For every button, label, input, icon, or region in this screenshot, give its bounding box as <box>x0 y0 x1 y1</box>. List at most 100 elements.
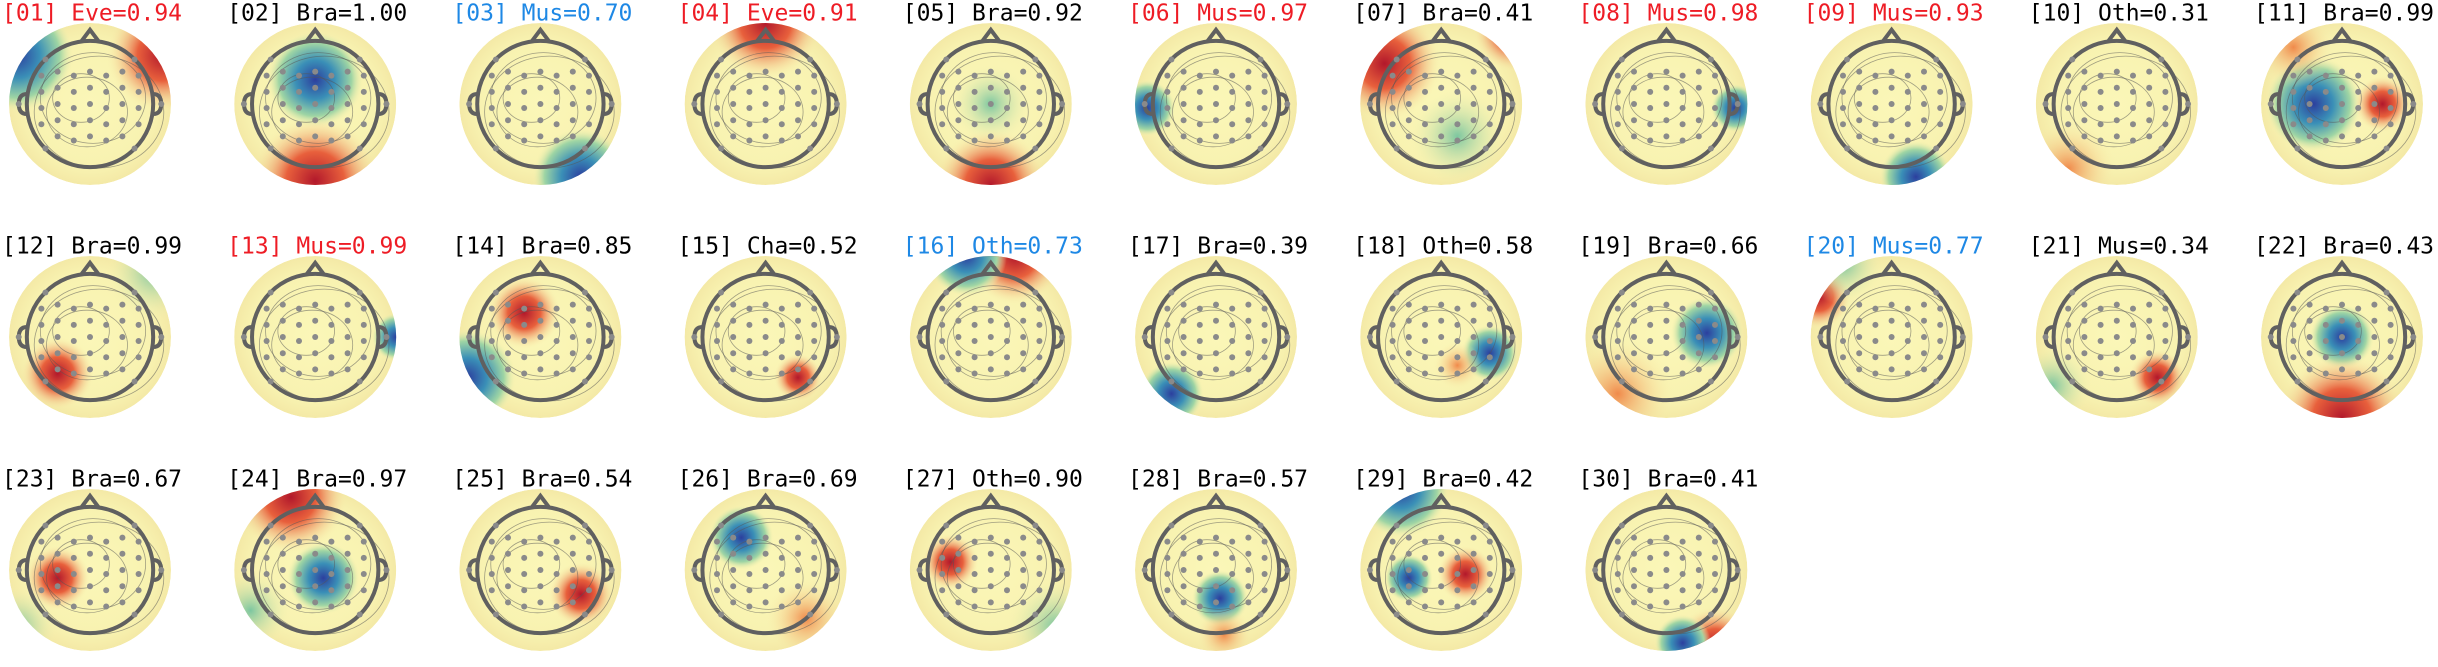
electrode <box>87 583 93 590</box>
electrode <box>2306 68 2313 75</box>
electrode <box>312 350 319 357</box>
component-label: [25] Bra=0.54 <box>452 467 632 493</box>
electrode <box>54 68 61 75</box>
electrode <box>521 137 528 144</box>
electrode <box>939 105 946 112</box>
contour-line <box>2291 52 2399 144</box>
contour-line <box>1628 73 1687 123</box>
electrode <box>943 56 950 63</box>
electrode <box>1647 121 1654 128</box>
electrode <box>2339 101 2345 107</box>
electrode <box>135 105 142 112</box>
electrode <box>344 534 351 541</box>
electrode <box>1245 301 1252 308</box>
electrode <box>2069 289 2076 296</box>
electrode <box>714 72 720 79</box>
head-outline <box>700 271 831 403</box>
electrode <box>1213 366 1219 373</box>
component-label: [12] Bra=0.99 <box>2 234 182 260</box>
electrode <box>1937 121 1944 128</box>
head-outline <box>250 38 381 170</box>
component-label: [21] Mus=0.34 <box>2029 234 2209 260</box>
electrode <box>1888 68 1895 75</box>
electrode <box>971 72 978 79</box>
electrode <box>521 587 528 594</box>
electrode <box>1712 587 1718 594</box>
electrode <box>1933 378 1940 385</box>
electrode <box>1213 550 1219 557</box>
electrode <box>537 334 544 340</box>
electrode <box>1614 538 1621 545</box>
electrode <box>987 534 994 541</box>
electrode <box>312 117 319 124</box>
electrode <box>1482 289 1489 296</box>
electrode <box>1020 84 1027 91</box>
electrode <box>1261 354 1268 361</box>
nose <box>1205 26 1227 44</box>
contour-line <box>39 285 147 377</box>
electrode <box>312 599 319 606</box>
electrode <box>119 101 126 107</box>
electrode <box>2113 133 2120 140</box>
topomap-blob <box>921 533 979 591</box>
electrode <box>1422 554 1428 561</box>
electrode <box>1020 350 1027 357</box>
electrode <box>279 534 286 541</box>
contour-line <box>2079 306 2137 356</box>
electrode <box>1168 522 1175 529</box>
electrode <box>807 289 814 296</box>
electrode <box>1888 334 1895 340</box>
electrode <box>312 317 319 324</box>
electrode <box>1663 117 1670 124</box>
electrode <box>344 550 351 557</box>
electrode <box>1405 68 1412 75</box>
electrode <box>586 305 592 312</box>
electrode <box>1366 101 1373 107</box>
electrode <box>971 137 978 144</box>
electrode <box>1888 317 1895 324</box>
electrode <box>2162 121 2169 128</box>
electrode <box>2158 378 2165 385</box>
topomap <box>459 23 622 185</box>
electrode <box>1937 305 1944 312</box>
electrode <box>1393 522 1400 529</box>
topomap-blob <box>1879 140 1953 185</box>
electrode <box>38 88 45 95</box>
electrode <box>1180 317 1187 324</box>
contour-line <box>1403 73 1461 123</box>
electrode <box>119 133 126 140</box>
electrode <box>103 72 110 79</box>
electrode <box>569 84 576 91</box>
electrode <box>54 117 61 124</box>
head-outline <box>1376 38 1507 170</box>
electrode <box>344 599 351 606</box>
electrode <box>807 611 814 618</box>
electrode <box>833 334 840 340</box>
electrode <box>971 554 978 561</box>
electrode <box>135 587 142 594</box>
topomap <box>459 256 622 418</box>
electrode <box>158 567 165 573</box>
electrode <box>1734 101 1741 107</box>
topomap <box>2035 23 2198 185</box>
topomap-blob <box>1585 337 1675 418</box>
electrode <box>1213 567 1219 573</box>
electrode <box>746 137 753 144</box>
electrode <box>38 72 45 79</box>
electrode <box>1844 56 1851 63</box>
electrode <box>1405 567 1412 573</box>
electrode <box>2185 334 2192 340</box>
electrode <box>2065 121 2072 128</box>
electrode <box>1921 350 1927 357</box>
topomap <box>684 256 847 418</box>
electrode <box>1389 338 1396 345</box>
electrode <box>746 338 753 345</box>
electrode <box>1679 538 1686 545</box>
electrode <box>54 334 61 340</box>
electrode <box>1438 301 1445 308</box>
contour-line <box>2291 285 2399 377</box>
electrode <box>1712 554 1718 561</box>
electrode <box>2387 105 2394 112</box>
electrode <box>263 571 270 578</box>
electrode <box>971 121 978 128</box>
